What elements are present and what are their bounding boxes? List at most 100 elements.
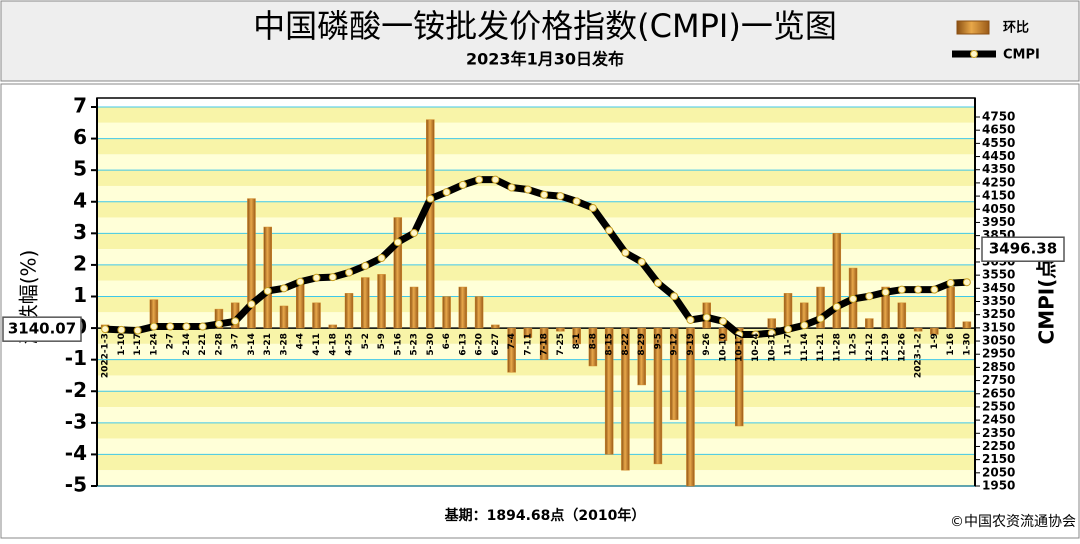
x-tick-label: 4-18: [328, 333, 338, 356]
x-tick-label: 7-11: [523, 333, 533, 356]
y-tick-label: 7: [73, 94, 87, 118]
cmpi-point: [393, 238, 402, 247]
x-tick-label: 12-26: [897, 333, 907, 362]
base-note: 基期：1894.68点（2010年）: [445, 507, 646, 524]
y-tick-label: -1: [65, 346, 87, 370]
y2-tick-label: 2250: [982, 439, 1015, 453]
stripe: [97, 328, 975, 344]
stripe: [97, 391, 975, 408]
y-tick-label: 1: [73, 283, 87, 307]
cmpi-point: [637, 257, 646, 266]
source: ©中国农资流通协会: [950, 514, 1076, 530]
y2-tick-label: 1950: [982, 479, 1015, 493]
cmpi-point: [686, 315, 695, 324]
x-tick-label: 2022-1-3: [101, 333, 111, 378]
y2-tick-label: 4150: [982, 189, 1015, 203]
x-tick-label: 7-4: [507, 333, 517, 349]
bar: [507, 327, 516, 373]
annotation-box: [2, 316, 82, 342]
stripe: [97, 280, 975, 297]
cmpi-point: [377, 254, 386, 263]
x-tick-label: 7-25: [556, 333, 566, 356]
cmpi-point: [702, 313, 711, 322]
cmpi-point: [881, 288, 890, 297]
cmpi-point: [328, 273, 337, 282]
y2-tick-label: 4650: [982, 123, 1015, 137]
y2-tick-label: 2650: [982, 386, 1015, 400]
cmpi-point: [914, 285, 923, 294]
stripe: [97, 422, 975, 439]
x-tick-label: 12-12: [865, 333, 875, 362]
x-tick-label: 7-18: [540, 333, 550, 356]
x-tick-label: 10-24: [751, 333, 761, 362]
cmpi-point: [426, 194, 435, 203]
y2-tick-label: 2350: [982, 426, 1015, 440]
x-tick-label: 8-15: [605, 333, 615, 356]
cmpi-point: [556, 192, 565, 201]
bar: [653, 327, 663, 465]
x-tick-label: 1-17: [133, 333, 143, 356]
y-tick-label: -5: [65, 473, 87, 497]
y2-tick-label: 2550: [982, 399, 1015, 413]
bar: [734, 327, 744, 427]
y2-tick-label: 4350: [982, 162, 1015, 176]
bar: [393, 217, 403, 329]
annotation: 3140.07: [8, 320, 76, 338]
y2-tick-label: 3550: [982, 268, 1015, 282]
x-tick-label: 11-14: [800, 333, 810, 362]
bar: [881, 286, 890, 329]
y-tick-label: -3: [65, 409, 87, 433]
cmpi-point: [540, 190, 549, 199]
cmpi-point: [149, 322, 158, 331]
y-tick-label: 6: [73, 125, 87, 149]
bar: [832, 233, 842, 329]
cmpi-point: [800, 321, 809, 330]
x-tick-label: 5-23: [410, 333, 420, 356]
stripe: [97, 217, 975, 234]
cmpi-point: [247, 300, 256, 309]
legend-swatch-dot: [970, 50, 978, 58]
y-tick-label: -4: [65, 441, 87, 465]
stripe: [97, 359, 975, 376]
bar: [312, 302, 321, 329]
x-tick-label: 11-21: [816, 333, 826, 362]
bar: [426, 119, 435, 329]
bar: [523, 327, 533, 338]
x-tick-label: 5-9: [377, 333, 387, 349]
bar: [621, 327, 630, 471]
bar: [897, 302, 907, 329]
y2-tick-label: 3450: [982, 281, 1015, 295]
bar: [263, 226, 272, 329]
x-tick-label: 3-7: [231, 333, 241, 349]
stripe: [97, 407, 975, 423]
stripe: [97, 233, 975, 250]
cmpi-point: [101, 325, 110, 334]
x-tick-label: 2-7: [166, 333, 176, 349]
legend-label: 环比: [1003, 20, 1029, 36]
stripe: [97, 107, 975, 123]
bar: [539, 327, 549, 360]
bar: [913, 327, 923, 332]
x-tick-label: 6-20: [475, 333, 485, 356]
x-tick-label: 9-26: [702, 333, 712, 356]
x-tick-label: 10-31: [767, 333, 777, 362]
bar: [409, 286, 419, 329]
bar: [718, 327, 728, 341]
x-tick-label: 1-10: [117, 333, 127, 356]
cmpi-point: [718, 317, 727, 326]
legend-label: CMPI: [1003, 48, 1040, 63]
x-tick-label: 9-19: [686, 333, 696, 356]
x-tick-label: 1-16: [946, 333, 956, 356]
bar: [669, 327, 679, 420]
bar: [295, 283, 305, 329]
bar: [946, 286, 955, 329]
cmpi-point: [279, 284, 288, 293]
cmpi-point: [670, 292, 679, 301]
cmpi-point: [588, 203, 597, 212]
stripe: [97, 154, 975, 171]
stripe: [97, 470, 975, 486]
cmpi-point: [198, 322, 207, 331]
y2-tick-label: 2950: [982, 347, 1015, 361]
y2-tick-label: 3050: [982, 334, 1015, 348]
